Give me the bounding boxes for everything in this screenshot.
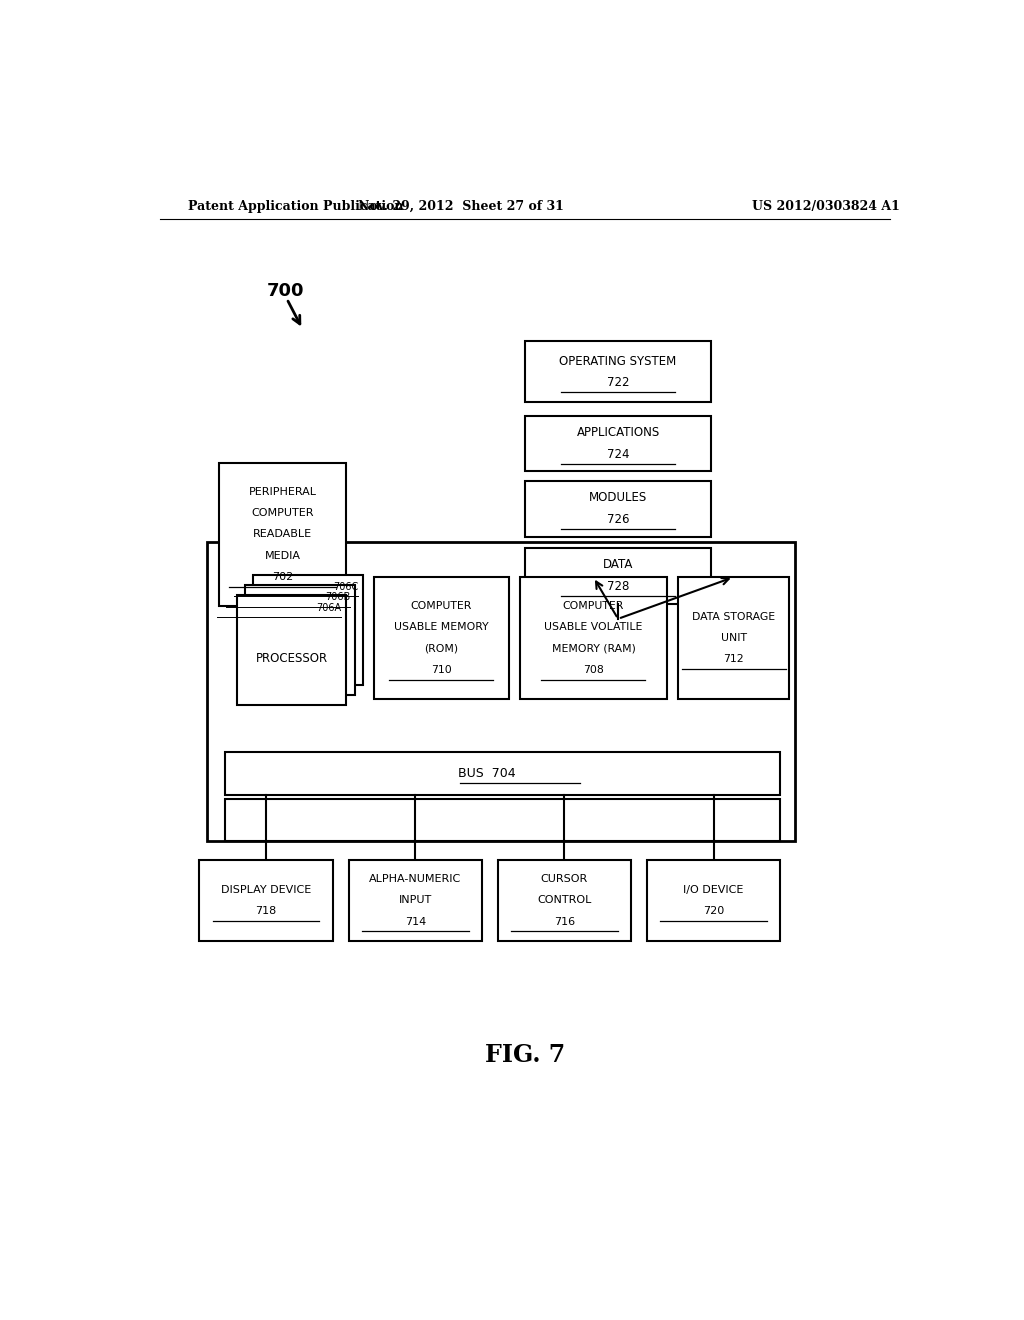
- Text: 716: 716: [554, 916, 575, 927]
- Bar: [207, 541, 795, 841]
- Text: INPUT: INPUT: [398, 895, 432, 906]
- Text: PROCESSOR: PROCESSOR: [255, 652, 328, 665]
- Text: CURSOR: CURSOR: [541, 874, 588, 884]
- Text: 700: 700: [267, 281, 304, 300]
- Text: I/O DEVICE: I/O DEVICE: [683, 884, 743, 895]
- Text: COMPUTER: COMPUTER: [411, 601, 472, 611]
- Text: Nov. 29, 2012  Sheet 27 of 31: Nov. 29, 2012 Sheet 27 of 31: [358, 199, 564, 213]
- Text: 720: 720: [703, 906, 724, 916]
- Text: US 2012/0303824 A1: US 2012/0303824 A1: [753, 199, 900, 213]
- Bar: [246, 585, 355, 696]
- Text: ALPHA-NUMERIC: ALPHA-NUMERIC: [370, 874, 462, 884]
- Bar: [225, 752, 780, 795]
- Text: USABLE VOLATILE: USABLE VOLATILE: [545, 623, 643, 632]
- Text: COMPUTER: COMPUTER: [563, 601, 625, 611]
- Text: APPLICATIONS: APPLICATIONS: [577, 426, 659, 440]
- Text: COMPUTER: COMPUTER: [252, 508, 314, 519]
- Text: DATA: DATA: [603, 558, 633, 572]
- Text: 714: 714: [404, 916, 426, 927]
- Bar: [498, 859, 631, 941]
- Text: DISPLAY DEVICE: DISPLAY DEVICE: [221, 884, 311, 895]
- Text: MEMORY (RAM): MEMORY (RAM): [552, 644, 635, 653]
- Text: Patent Application Publication: Patent Application Publication: [187, 199, 403, 213]
- Bar: [520, 577, 667, 700]
- Text: UNIT: UNIT: [721, 634, 746, 643]
- Text: 706B: 706B: [325, 593, 350, 602]
- Text: CONTROL: CONTROL: [538, 895, 592, 906]
- Text: MEDIA: MEDIA: [265, 550, 301, 561]
- Bar: [348, 859, 482, 941]
- Text: 706A: 706A: [316, 602, 341, 612]
- Text: 712: 712: [723, 655, 743, 664]
- Text: 726: 726: [607, 512, 630, 525]
- Bar: [200, 859, 333, 941]
- Bar: [678, 577, 790, 700]
- Text: 728: 728: [607, 579, 629, 593]
- Text: 706C: 706C: [333, 582, 358, 593]
- Text: 702: 702: [272, 572, 294, 582]
- Bar: [524, 416, 712, 471]
- Text: FIG. 7: FIG. 7: [484, 1043, 565, 1067]
- Text: (ROM): (ROM): [424, 644, 459, 653]
- Bar: [524, 548, 712, 603]
- Text: BUS  704: BUS 704: [458, 767, 515, 780]
- Text: READABLE: READABLE: [253, 529, 312, 540]
- Text: OPERATING SYSTEM: OPERATING SYSTEM: [559, 355, 677, 368]
- Bar: [524, 342, 712, 403]
- Text: 722: 722: [607, 376, 630, 389]
- Bar: [253, 576, 362, 685]
- Bar: [374, 577, 509, 700]
- Text: 724: 724: [607, 447, 630, 461]
- Bar: [219, 463, 346, 606]
- Bar: [225, 799, 780, 841]
- Bar: [237, 595, 346, 705]
- Text: 710: 710: [431, 665, 452, 675]
- Text: DATA STORAGE: DATA STORAGE: [692, 611, 775, 622]
- Text: PERIPHERAL: PERIPHERAL: [249, 487, 316, 496]
- Text: 718: 718: [255, 906, 276, 916]
- Text: USABLE MEMORY: USABLE MEMORY: [394, 623, 488, 632]
- Bar: [524, 480, 712, 536]
- Bar: [647, 859, 780, 941]
- Text: MODULES: MODULES: [589, 491, 647, 504]
- Text: 708: 708: [583, 665, 604, 675]
